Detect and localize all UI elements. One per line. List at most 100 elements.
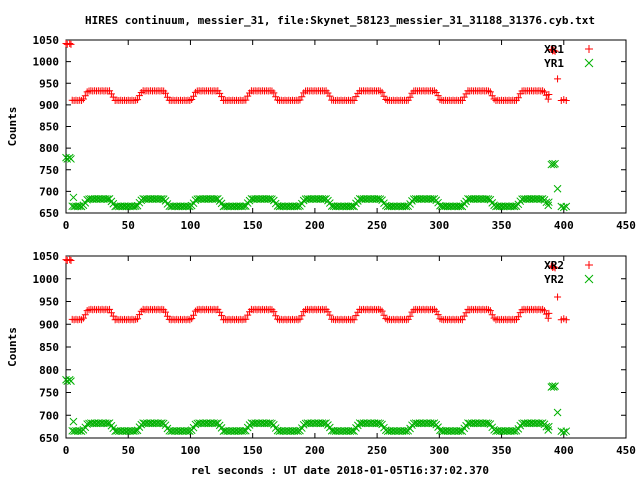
data-point	[156, 419, 164, 428]
data-point	[156, 195, 164, 204]
data-point	[78, 316, 86, 324]
data-point	[188, 315, 196, 323]
x-tick-label: 300	[429, 444, 449, 457]
data-point	[544, 198, 553, 207]
data-point	[242, 96, 250, 104]
data-point	[135, 311, 143, 319]
data-point	[132, 315, 140, 323]
legend-label: XR1	[544, 43, 564, 56]
data-point	[462, 309, 470, 317]
x-tick-label: 250	[367, 219, 387, 232]
x-tick-label: 200	[305, 219, 325, 232]
data-point	[352, 312, 360, 320]
data-point	[539, 305, 547, 313]
data-point	[436, 96, 444, 104]
data-point	[380, 92, 388, 100]
data-point	[486, 307, 494, 315]
data-point	[218, 312, 226, 320]
data-point	[426, 419, 435, 427]
data-point	[67, 155, 75, 163]
x-tick-label: 0	[63, 219, 70, 232]
data-point	[378, 88, 386, 96]
data-point	[318, 194, 327, 203]
data-point	[83, 307, 91, 315]
data-point	[212, 195, 220, 204]
y-tick-label: 750	[39, 164, 59, 177]
legend-label: YR1	[544, 57, 564, 70]
data-point	[508, 426, 517, 435]
legend-marker	[584, 274, 594, 284]
data-point	[69, 417, 78, 426]
data-point	[66, 256, 74, 264]
data-point	[434, 311, 442, 319]
data-point	[63, 155, 72, 163]
data-point	[296, 315, 304, 323]
y-tick-label: 1050	[33, 250, 60, 263]
data-point	[272, 93, 280, 101]
data-point	[490, 314, 498, 322]
data-point	[382, 315, 390, 323]
data-point	[210, 419, 218, 427]
data-point	[545, 309, 553, 317]
x-tick-label: 200	[305, 444, 325, 457]
plot-frame	[65, 255, 627, 439]
y-axis-label: Counts	[6, 107, 19, 147]
data-point	[508, 202, 517, 211]
data-point	[432, 88, 440, 96]
data-point	[292, 426, 301, 435]
y-tick-label: 900	[39, 318, 59, 331]
data-point	[430, 305, 438, 313]
y-tick-label: 1000	[33, 56, 60, 69]
x-tick-label: 350	[492, 444, 512, 457]
data-point	[553, 184, 562, 193]
data-point	[554, 75, 562, 83]
data-point	[404, 315, 412, 323]
data-point	[562, 427, 571, 436]
data-point	[406, 93, 414, 101]
data-point	[103, 419, 112, 428]
data-point	[544, 201, 553, 210]
data-point	[134, 315, 142, 323]
x-tick-label: 100	[181, 219, 201, 232]
data-point	[106, 305, 114, 313]
data-point	[134, 96, 142, 104]
data-point	[432, 307, 440, 315]
y-tick-label: 850	[39, 341, 59, 354]
legend-label: XR2	[544, 259, 564, 272]
x-tick-label: 400	[554, 444, 574, 457]
data-point	[380, 311, 388, 319]
x-tick-label: 450	[616, 444, 636, 457]
x-tick-label: 150	[243, 219, 263, 232]
data-point	[456, 202, 465, 211]
data-point	[268, 87, 276, 95]
data-point	[514, 94, 522, 102]
data-point	[294, 316, 302, 324]
x-tick-label: 0	[63, 444, 70, 457]
data-point	[484, 87, 492, 95]
data-point	[490, 95, 498, 103]
data-point	[266, 194, 274, 203]
data-point	[458, 316, 466, 324]
y-tick-label: 950	[39, 296, 59, 309]
x-tick-label: 100	[181, 444, 201, 457]
y-tick-label: 650	[39, 432, 59, 445]
x-tick-label: 300	[429, 219, 449, 232]
series-YR1	[62, 153, 571, 212]
data-point	[103, 195, 112, 204]
x-tick-label: 350	[492, 219, 512, 232]
data-point	[69, 193, 78, 202]
data-point	[514, 313, 522, 321]
data-point	[550, 263, 558, 271]
series-YR2	[62, 375, 571, 436]
data-point	[486, 88, 494, 96]
y-tick-label: 950	[39, 77, 59, 90]
y-tick-label: 700	[39, 185, 59, 198]
data-point	[551, 47, 559, 55]
data-point	[318, 419, 327, 427]
data-point	[544, 422, 553, 431]
chart-panel-2: 650 700 750 800 850 900 950 1000 1050 0 50 100 150 20…	[6, 250, 636, 457]
data-point	[191, 88, 199, 96]
data-point	[551, 382, 559, 390]
y-tick-label: 850	[39, 121, 59, 134]
